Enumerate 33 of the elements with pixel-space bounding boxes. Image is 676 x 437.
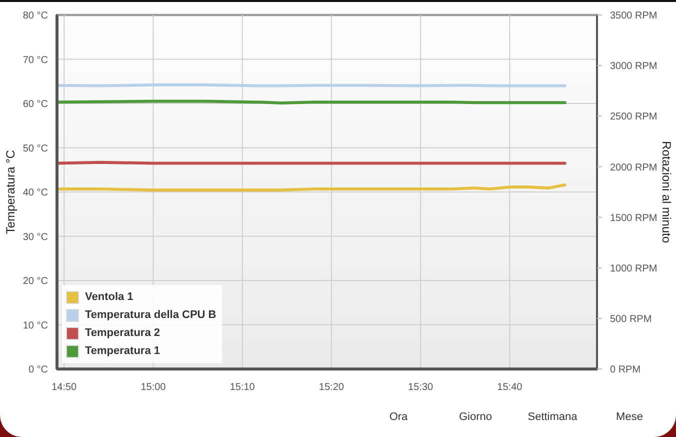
y-tick-label: 80 °C: [22, 10, 48, 22]
legend-label: Temperatura 2: [85, 327, 160, 339]
x-tick-label: 14:50: [52, 382, 78, 394]
legend-label: Ventola 1: [85, 291, 134, 303]
text: Ora: [388, 411, 409, 423]
text: Mese: [615, 411, 644, 423]
y-tick-label: 40 °C: [22, 188, 48, 199]
legend-label: Temperatura 1: [85, 345, 160, 357]
x-tick-label: 15:40: [497, 382, 523, 394]
y-tick-label: 30 °C: [22, 232, 48, 243]
legend-label: Temperatura della CPU B: [85, 309, 216, 321]
y2-tick-label: 1000 RPM: [610, 263, 658, 274]
y-tick-label: 50 °C: [22, 143, 48, 154]
x-tick-label: 15:00: [140, 382, 166, 394]
y2-tick-label: 3000 RPM: [610, 61, 658, 72]
y-tick-label: 10 °C: [22, 320, 48, 332]
y-tick-label: 60 °C: [22, 99, 48, 110]
y-tick-label: 20 °C: [22, 276, 48, 288]
y-tick-label: 0 °C: [28, 364, 48, 376]
text: Settimana: [526, 411, 578, 423]
y2-tick-label: 2000 RPM: [610, 162, 658, 174]
y-tick-label: 70 °C: [22, 54, 48, 66]
x-tick-label: 15:10: [230, 382, 256, 394]
x-tick-label: 15:30: [408, 382, 434, 394]
y2-tick-label: 3500 RPM: [610, 10, 658, 22]
y2-tick-label: 0 RPM: [610, 364, 641, 376]
text: Giorno: [458, 411, 494, 423]
y-axis-title: Temperatura °C: [4, 150, 18, 234]
y2-tick-label: 1500 RPM: [610, 212, 658, 224]
y2-tick-label: 500 RPM: [610, 314, 652, 325]
y2-axis-title: Rotazioni al minuto: [660, 140, 674, 244]
x-tick-label: 15:20: [318, 382, 344, 394]
y2-tick-label: 2500 RPM: [610, 112, 658, 123]
